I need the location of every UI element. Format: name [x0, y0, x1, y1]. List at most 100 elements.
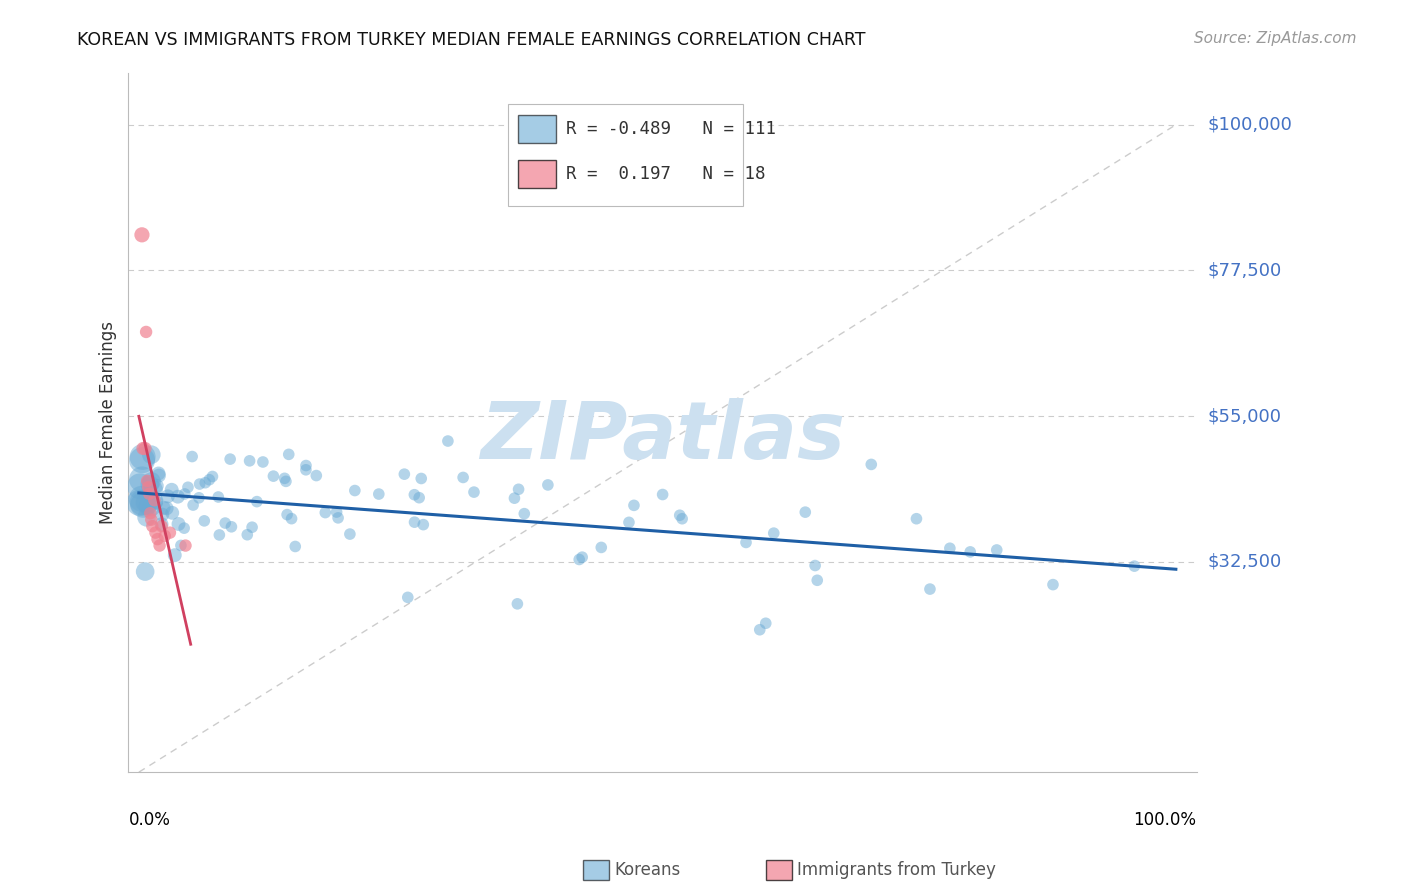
Point: [139, 506, 162, 520]
Point: [173, 521, 195, 535]
Point: [131, 450, 153, 464]
Point: [325, 505, 347, 519]
Point: [166, 490, 188, 504]
Point: [367, 487, 389, 501]
Text: 0.0%: 0.0%: [128, 811, 170, 829]
FancyBboxPatch shape: [508, 104, 742, 206]
Point: [138, 487, 160, 501]
Point: [208, 528, 231, 542]
Point: [146, 479, 169, 493]
Point: [240, 520, 263, 534]
Point: [651, 487, 673, 501]
Point: [193, 514, 215, 528]
Text: $100,000: $100,000: [1208, 116, 1292, 134]
Point: [343, 483, 366, 498]
Point: [284, 540, 307, 554]
Point: [246, 494, 269, 508]
Point: [508, 483, 530, 497]
Point: [136, 499, 159, 513]
Point: [160, 483, 183, 497]
Point: [146, 532, 169, 546]
Point: [451, 470, 474, 484]
Point: [134, 442, 156, 456]
Point: [141, 448, 163, 462]
Text: $77,500: $77,500: [1208, 261, 1282, 279]
Point: [591, 541, 613, 555]
Text: Koreans: Koreans: [614, 861, 681, 879]
Point: [755, 616, 778, 631]
Text: R =  0.197   N = 18: R = 0.197 N = 18: [567, 165, 766, 184]
Point: [167, 516, 190, 531]
Point: [273, 471, 295, 485]
Point: [252, 455, 274, 469]
Point: [156, 489, 179, 503]
Point: [131, 495, 153, 509]
Point: [131, 472, 153, 486]
Point: [129, 479, 152, 493]
Point: [132, 442, 155, 456]
Point: [150, 517, 173, 532]
Point: [939, 541, 962, 556]
Point: [236, 527, 259, 541]
Point: [513, 507, 536, 521]
Point: [159, 525, 181, 540]
Point: [132, 498, 155, 512]
Point: [187, 491, 209, 505]
Point: [503, 491, 526, 505]
Point: [149, 539, 172, 553]
Point: [295, 458, 318, 473]
Point: [150, 519, 173, 533]
Point: [276, 508, 298, 522]
Point: [411, 471, 433, 485]
Point: [143, 493, 166, 508]
Text: Source: ZipAtlas.com: Source: ZipAtlas.com: [1194, 31, 1357, 46]
Point: [145, 525, 167, 540]
Point: [134, 565, 156, 579]
Point: [138, 477, 160, 491]
Point: [274, 475, 297, 489]
Text: KOREAN VS IMMIGRANTS FROM TURKEY MEDIAN FEMALE EARNINGS CORRELATION CHART: KOREAN VS IMMIGRANTS FROM TURKEY MEDIAN …: [77, 31, 866, 49]
Point: [221, 520, 243, 534]
Point: [148, 467, 170, 481]
Point: [134, 495, 156, 509]
Point: [141, 500, 163, 514]
FancyBboxPatch shape: [519, 115, 555, 143]
Point: [173, 487, 195, 501]
Point: [314, 506, 336, 520]
Point: [339, 527, 361, 541]
Point: [181, 450, 204, 464]
Point: [537, 478, 560, 492]
Point: [131, 227, 153, 242]
Point: [394, 467, 416, 482]
Point: [145, 495, 167, 509]
Text: Immigrants from Turkey: Immigrants from Turkey: [797, 861, 995, 879]
Point: [163, 548, 186, 562]
Point: [571, 550, 593, 565]
Text: R = -0.489   N = 111: R = -0.489 N = 111: [567, 120, 776, 138]
Point: [188, 477, 211, 491]
Point: [623, 499, 645, 513]
Point: [262, 469, 284, 483]
Point: [150, 508, 173, 522]
Point: [170, 538, 193, 552]
Text: $32,500: $32,500: [1208, 553, 1282, 571]
Point: [860, 458, 883, 472]
Point: [135, 510, 157, 524]
Point: [668, 508, 690, 523]
Text: ZIPatlas: ZIPatlas: [479, 398, 845, 475]
Point: [131, 453, 153, 467]
Point: [396, 591, 419, 605]
Point: [959, 545, 981, 559]
Point: [135, 325, 157, 339]
Point: [131, 491, 153, 506]
Point: [153, 529, 176, 543]
Text: $55,000: $55,000: [1208, 407, 1282, 425]
Point: [748, 623, 770, 637]
Point: [437, 434, 460, 448]
Point: [177, 480, 200, 494]
Point: [142, 483, 165, 497]
Point: [326, 511, 349, 525]
Point: [305, 468, 328, 483]
Point: [295, 463, 318, 477]
Point: [128, 496, 150, 510]
